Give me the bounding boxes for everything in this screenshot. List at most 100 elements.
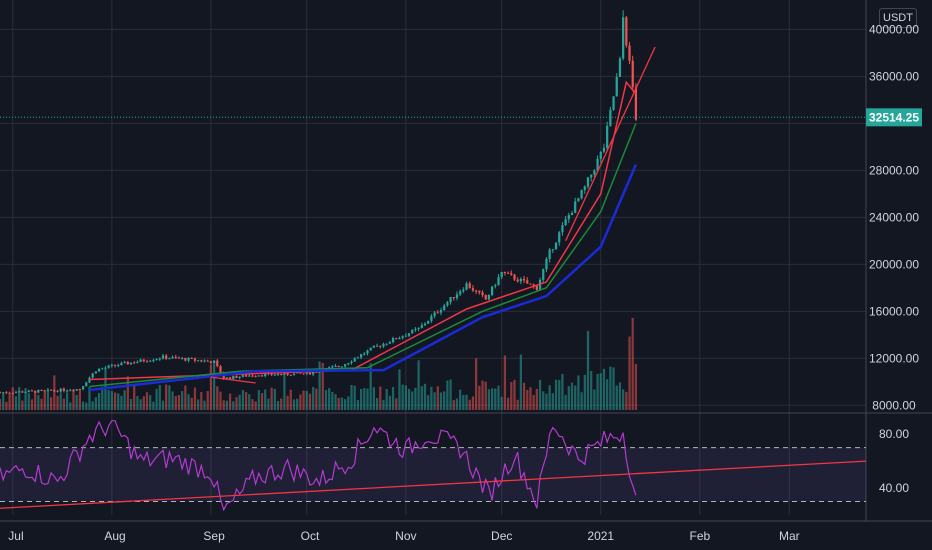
x-tick-label: Jul — [8, 529, 23, 543]
candle-body — [423, 323, 427, 326]
candle-body — [187, 358, 190, 361]
candle-body — [113, 364, 117, 366]
candle-body — [222, 373, 225, 379]
volume-bar — [321, 362, 324, 410]
volume-bar — [331, 391, 334, 410]
volume-bar — [350, 384, 353, 410]
candle-body — [5, 392, 8, 394]
candle-body — [369, 347, 372, 351]
candle-body — [21, 391, 24, 393]
volume-bar — [596, 373, 599, 410]
grid — [0, 0, 932, 522]
candle-body — [308, 372, 312, 375]
volume-bar — [206, 391, 209, 410]
candle-body — [30, 390, 34, 392]
volume-bar — [200, 391, 203, 410]
volume-bar — [190, 397, 193, 410]
rsi-trend-line — [0, 460, 867, 509]
volume-bar — [564, 394, 567, 410]
volume-bar — [312, 387, 315, 410]
x-tick-label: Oct — [301, 529, 320, 543]
candle-body — [46, 389, 50, 391]
candle-body — [535, 285, 538, 291]
candle-body — [462, 289, 465, 292]
candle-body — [580, 190, 583, 199]
candle-body — [251, 375, 254, 377]
x-tick-label: Mar — [779, 529, 800, 543]
volume-bar — [225, 400, 229, 410]
volume-bar — [516, 399, 519, 410]
candle-body — [430, 316, 433, 321]
candle-body — [356, 357, 360, 359]
volume-bar — [65, 392, 69, 410]
candle-body — [286, 372, 289, 375]
candle-body — [337, 365, 340, 367]
candle-body — [379, 345, 382, 347]
candle-body — [264, 373, 267, 377]
volume-bar — [142, 396, 145, 410]
volume-bar — [283, 373, 286, 410]
candle-body — [350, 361, 353, 363]
candle-body — [427, 320, 430, 324]
candle-body — [78, 389, 82, 391]
candle-body — [506, 272, 510, 274]
x-tick-label: 2021 — [587, 529, 614, 543]
candle-body — [452, 297, 455, 299]
volume-bar — [0, 399, 2, 410]
volume-bar — [538, 379, 542, 410]
candle-body — [583, 186, 586, 191]
candle-body — [574, 201, 577, 213]
volume-bar — [401, 384, 404, 410]
volume-bar — [427, 395, 430, 410]
candle-body — [299, 372, 302, 374]
volume-bar — [34, 391, 37, 410]
volume-bar — [91, 401, 94, 410]
volume-bar — [136, 396, 139, 410]
volume-bar — [209, 364, 213, 410]
candle-body — [254, 375, 257, 377]
volume-bar — [328, 388, 331, 410]
currency-label[interactable]: USDT — [879, 8, 917, 28]
volume-bar — [62, 398, 66, 410]
x-tick-label: Dec — [491, 529, 512, 543]
volume-bar — [133, 385, 136, 410]
volume-bar — [522, 382, 526, 410]
candle-body — [200, 360, 203, 362]
y-tick-label: 8000.00 — [872, 398, 916, 412]
candle-body — [59, 388, 62, 392]
x-tick-label: Sep — [203, 529, 225, 543]
volume-bar — [117, 393, 120, 410]
candle-body — [292, 373, 296, 376]
volume-bar — [161, 400, 165, 410]
candle-body — [37, 390, 40, 393]
volume-bar — [139, 399, 142, 410]
candle-body — [407, 333, 411, 336]
rsi-line — [0, 420, 637, 512]
volume-bar — [219, 391, 222, 410]
candle-body — [497, 277, 500, 286]
candle-body — [225, 377, 229, 379]
volume-bar — [577, 375, 580, 410]
candle-body — [97, 368, 101, 372]
candle-body — [443, 305, 446, 311]
candle-body — [238, 376, 241, 378]
candle-body — [43, 390, 46, 392]
candle-body — [0, 392, 2, 394]
volume-bar — [618, 382, 622, 410]
candle-body — [631, 60, 634, 88]
volume-bar — [318, 361, 321, 410]
candle-body — [219, 366, 222, 374]
candle-body — [228, 377, 232, 379]
candle-body — [197, 360, 200, 362]
candle-body — [420, 325, 423, 328]
candle-body — [347, 362, 350, 365]
volume-bar — [126, 376, 129, 410]
candle-body — [471, 288, 475, 291]
volume-bar — [88, 386, 91, 410]
candle-body — [490, 286, 494, 295]
candle-body — [276, 373, 280, 375]
candle-body — [117, 365, 120, 367]
volume-bar — [468, 399, 471, 410]
volume-bar — [535, 388, 538, 410]
